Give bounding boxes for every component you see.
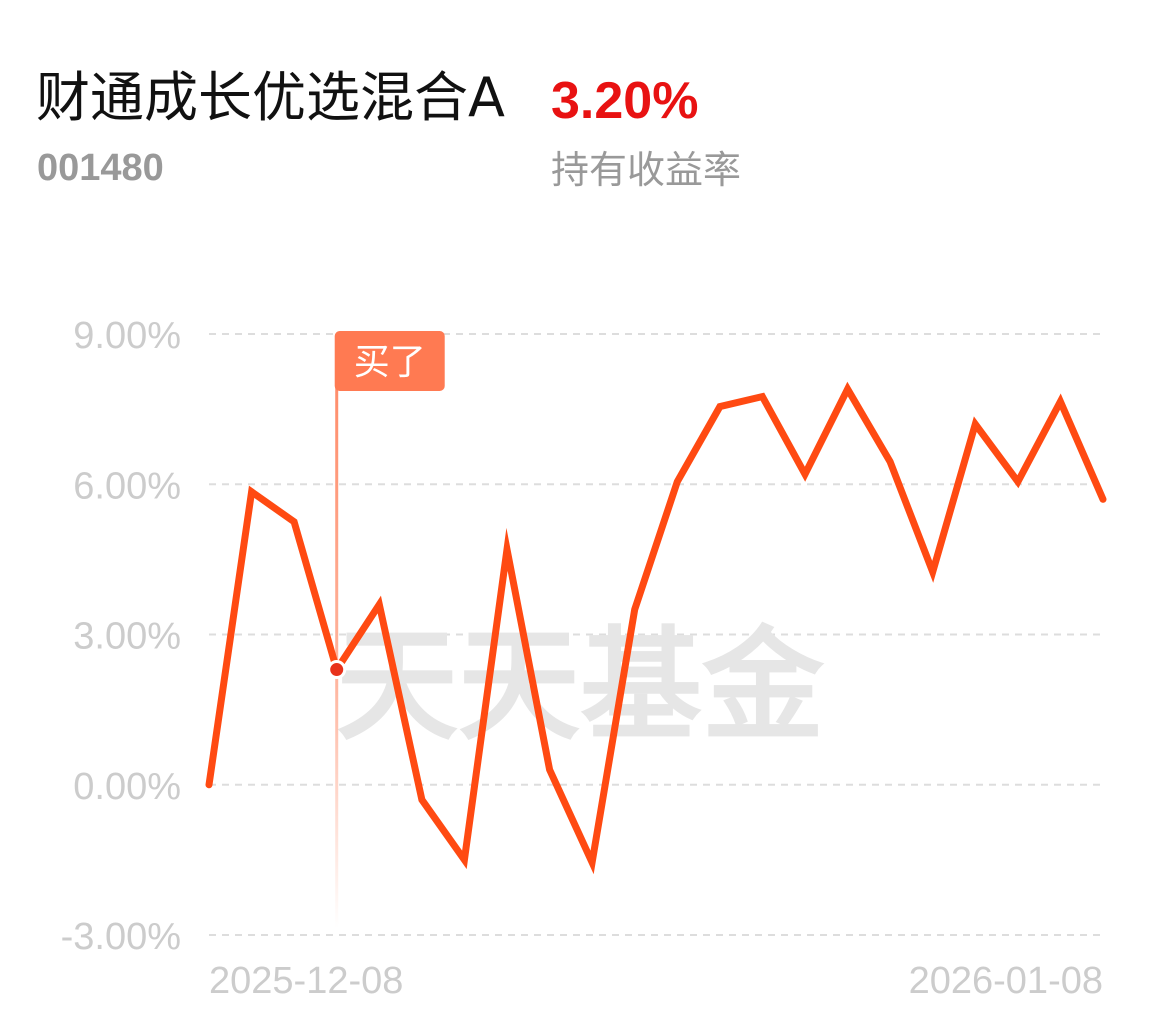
buy-tag-label: 买了	[354, 342, 426, 383]
data-point	[418, 796, 425, 803]
y-tick-label: 9.00%	[73, 315, 181, 357]
data-point	[929, 568, 936, 575]
data-point	[631, 606, 638, 613]
x-axis-label-start: 2025-12-08	[209, 960, 403, 1002]
x-axis-labels: 2025-12-08 2026-01-08	[209, 960, 1103, 1002]
data-point	[759, 393, 766, 400]
data-point	[887, 458, 894, 465]
watermark-text: 天天基金	[336, 613, 825, 757]
data-point	[1014, 478, 1021, 485]
data-point	[376, 601, 383, 608]
buy-tag	[334, 331, 445, 391]
series-line	[205, 381, 1107, 875]
y-axis-labels: 9.00% 6.00% 3.00% 0.00% -3.00%	[61, 315, 181, 958]
data-point	[716, 403, 723, 410]
x-axis-label-end: 2026-01-08	[909, 960, 1103, 1002]
data-point	[1100, 496, 1107, 503]
data-point	[546, 766, 553, 773]
data-point	[972, 421, 979, 428]
holding-return-value: 3.20%	[551, 72, 699, 130]
data-point	[206, 781, 213, 788]
data-point	[291, 518, 298, 525]
grid-lines	[209, 333, 1103, 936]
fund-code: 001480	[37, 147, 164, 189]
data-point	[504, 546, 511, 553]
holding-return-label: 持有收益率	[551, 148, 742, 192]
marker-layer	[206, 386, 1107, 866]
data-point	[844, 386, 851, 393]
data-point	[802, 471, 809, 478]
data-point	[589, 859, 596, 866]
buy-point-dot	[327, 660, 347, 680]
data-point	[461, 856, 468, 863]
y-tick-label: 3.00%	[73, 616, 181, 658]
y-tick-label: 6.00%	[73, 465, 181, 507]
series-layer	[205, 381, 1107, 875]
data-point	[1057, 398, 1064, 405]
y-tick-label: -3.00%	[61, 916, 181, 958]
data-point	[248, 488, 255, 495]
data-point	[674, 478, 681, 485]
fund-name: 财通成长优选混合A	[36, 66, 505, 129]
y-tick-label: 0.00%	[73, 766, 181, 808]
watermark: 天天基金	[336, 613, 825, 757]
